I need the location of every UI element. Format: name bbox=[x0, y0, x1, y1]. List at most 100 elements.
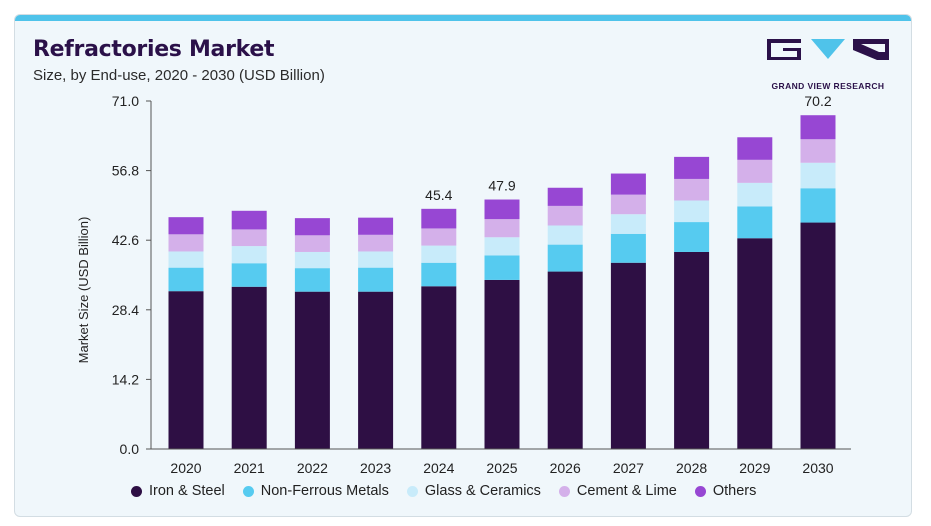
y-tick-label: 0.0 bbox=[120, 441, 140, 457]
bar-segment-non-ferrous-metals-2025 bbox=[484, 255, 520, 280]
legend-swatch bbox=[406, 485, 418, 497]
legend-label: Iron & Steel bbox=[149, 483, 225, 499]
bar-segment-others-2020 bbox=[168, 217, 204, 235]
legend-swatch bbox=[558, 485, 570, 497]
legend-item: Others bbox=[694, 483, 757, 499]
x-tick-label: 2030 bbox=[802, 460, 833, 476]
x-tick-label: 2025 bbox=[486, 460, 517, 476]
stacked-bar-chart: 0.0 14.2 28.4 42.6 56.8 71.0 2020 2021 2022 2023… bbox=[76, 93, 851, 476]
bar-segment-non-ferrous-metals-2021 bbox=[231, 263, 267, 287]
bar-segment-cement-lime-2020 bbox=[168, 234, 204, 252]
y-axis: 0.0 14.2 28.4 42.6 56.8 71.0 bbox=[112, 93, 152, 457]
bar-segment-non-ferrous-metals-2023 bbox=[358, 267, 394, 292]
bar-segment-others-2021 bbox=[231, 210, 267, 230]
legend-swatch bbox=[242, 485, 254, 497]
bar-segment-others-2026 bbox=[547, 187, 583, 206]
y-tick-label: 42.6 bbox=[112, 232, 139, 248]
bar-segment-glass-ceramics-2026 bbox=[547, 225, 583, 245]
bar-segment-iron-steel-2028 bbox=[674, 251, 710, 449]
logo-icon bbox=[767, 39, 889, 60]
bar-segment-cement-lime-2027 bbox=[610, 194, 646, 215]
chart-subtitle: Size, by End-use, 2020 - 2030 (USD Billi… bbox=[33, 67, 325, 84]
bar-segment-non-ferrous-metals-2028 bbox=[674, 222, 710, 252]
total-annotations: 45.4 47.9 70.2 bbox=[425, 93, 832, 203]
y-tick-label: 28.4 bbox=[112, 302, 139, 318]
legend-item: Iron & Steel bbox=[131, 483, 225, 499]
chart-title: Refractories Market bbox=[33, 37, 275, 62]
total-value-label: 47.9 bbox=[488, 178, 515, 194]
bar-segment-others-2023 bbox=[358, 217, 394, 235]
bar-segment-glass-ceramics-2027 bbox=[610, 214, 646, 234]
x-tick-label: 2022 bbox=[297, 460, 328, 476]
x-tick-label: 2023 bbox=[360, 460, 391, 476]
bar-segment-iron-steel-2030 bbox=[800, 222, 836, 449]
chart-legend: Iron & Steel Non-Ferrous Metals Glass & Ce… bbox=[131, 483, 756, 499]
bar-segment-non-ferrous-metals-2029 bbox=[737, 206, 773, 239]
bar-segment-others-2028 bbox=[674, 156, 710, 179]
bar-segment-non-ferrous-metals-2027 bbox=[610, 233, 646, 263]
bar-segment-iron-steel-2021 bbox=[231, 286, 267, 449]
bar-segment-glass-ceramics-2020 bbox=[168, 251, 204, 268]
total-value-label: 70.2 bbox=[804, 93, 831, 109]
bar-segment-glass-ceramics-2025 bbox=[484, 237, 520, 256]
chart-card: Refractories Market Size, by End-use, 20… bbox=[14, 14, 912, 517]
bar-segment-iron-steel-2029 bbox=[737, 238, 773, 449]
y-tick-label: 56.8 bbox=[112, 163, 139, 179]
legend-label: Non-Ferrous Metals bbox=[260, 483, 389, 499]
x-tick-label: 2026 bbox=[550, 460, 581, 476]
bar-segment-cement-lime-2025 bbox=[484, 219, 520, 238]
x-tick-label: 2027 bbox=[613, 460, 644, 476]
legend-label: Cement & Lime bbox=[576, 483, 677, 499]
accent-top-bar bbox=[15, 15, 911, 21]
grand-view-research-logo: GRAND VIEW RESEARCH bbox=[765, 37, 891, 97]
bar-segment-others-2024 bbox=[421, 208, 457, 229]
legend-item: Glass & Ceramics bbox=[406, 483, 541, 499]
x-tick-label: 2020 bbox=[170, 460, 201, 476]
legend-item: Cement & Lime bbox=[558, 483, 677, 499]
x-tick-label: 2021 bbox=[234, 460, 265, 476]
x-tick-label: 2029 bbox=[739, 460, 770, 476]
bar-segment-iron-steel-2027 bbox=[610, 262, 646, 449]
bar-segment-cement-lime-2029 bbox=[737, 159, 773, 183]
bar-segment-iron-steel-2023 bbox=[358, 291, 394, 449]
bar-segment-others-2025 bbox=[484, 199, 520, 220]
bar-segment-non-ferrous-metals-2030 bbox=[800, 188, 836, 223]
bar-segment-others-2029 bbox=[737, 137, 773, 160]
legend-item: Non-Ferrous Metals bbox=[242, 483, 389, 499]
bar-segment-glass-ceramics-2021 bbox=[231, 246, 267, 264]
x-axis: 2020 2021 2022 2023 2024 2025 2026 2027 2028 2029… bbox=[151, 448, 851, 476]
bar-segment-cement-lime-2022 bbox=[294, 235, 330, 252]
bar-segment-others-2030 bbox=[800, 115, 836, 140]
bar-segment-glass-ceramics-2022 bbox=[294, 251, 330, 269]
legend-label: Glass & Ceramics bbox=[424, 483, 541, 499]
y-tick-label: 14.2 bbox=[112, 371, 139, 387]
bar-segment-cement-lime-2028 bbox=[674, 178, 710, 201]
legend-label: Others bbox=[712, 483, 757, 499]
legend-swatch bbox=[694, 485, 706, 497]
x-tick-label: 2028 bbox=[676, 460, 707, 476]
y-tick-label: 71.0 bbox=[112, 93, 139, 109]
bar-segment-non-ferrous-metals-2026 bbox=[547, 244, 583, 272]
bar-segment-glass-ceramics-2024 bbox=[421, 245, 457, 263]
bar-series bbox=[168, 115, 836, 449]
bar-segment-glass-ceramics-2030 bbox=[800, 162, 836, 189]
bar-segment-cement-lime-2030 bbox=[800, 139, 836, 163]
bar-segment-non-ferrous-metals-2024 bbox=[421, 262, 457, 287]
total-value-label: 45.4 bbox=[425, 187, 452, 203]
bar-segment-non-ferrous-metals-2022 bbox=[294, 268, 330, 292]
bar-segment-non-ferrous-metals-2020 bbox=[168, 267, 204, 292]
x-tick-label: 2024 bbox=[423, 460, 454, 476]
logo-text: GRAND VIEW RESEARCH bbox=[771, 81, 885, 91]
bar-segment-glass-ceramics-2029 bbox=[737, 182, 773, 207]
bar-segment-iron-steel-2020 bbox=[168, 291, 204, 449]
bar-segment-glass-ceramics-2023 bbox=[358, 251, 394, 268]
bar-segment-cement-lime-2024 bbox=[421, 228, 457, 246]
bar-segment-iron-steel-2025 bbox=[484, 279, 520, 449]
y-axis-label: Market Size (USD Billion) bbox=[76, 217, 91, 364]
bar-segment-iron-steel-2022 bbox=[294, 291, 330, 449]
bar-segment-cement-lime-2021 bbox=[231, 229, 267, 247]
bar-segment-others-2022 bbox=[294, 218, 330, 236]
bar-segment-glass-ceramics-2028 bbox=[674, 200, 710, 223]
bar-segment-iron-steel-2026 bbox=[547, 271, 583, 449]
bar-segment-cement-lime-2026 bbox=[547, 205, 583, 226]
